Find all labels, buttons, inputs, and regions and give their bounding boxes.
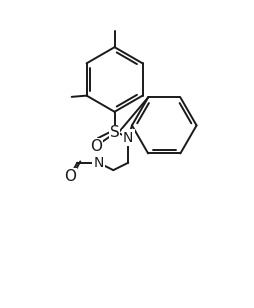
Text: S: S: [110, 125, 119, 140]
Text: N: N: [93, 156, 104, 170]
Text: O: O: [90, 139, 102, 154]
Text: N: N: [123, 131, 133, 145]
Text: O: O: [64, 169, 76, 184]
